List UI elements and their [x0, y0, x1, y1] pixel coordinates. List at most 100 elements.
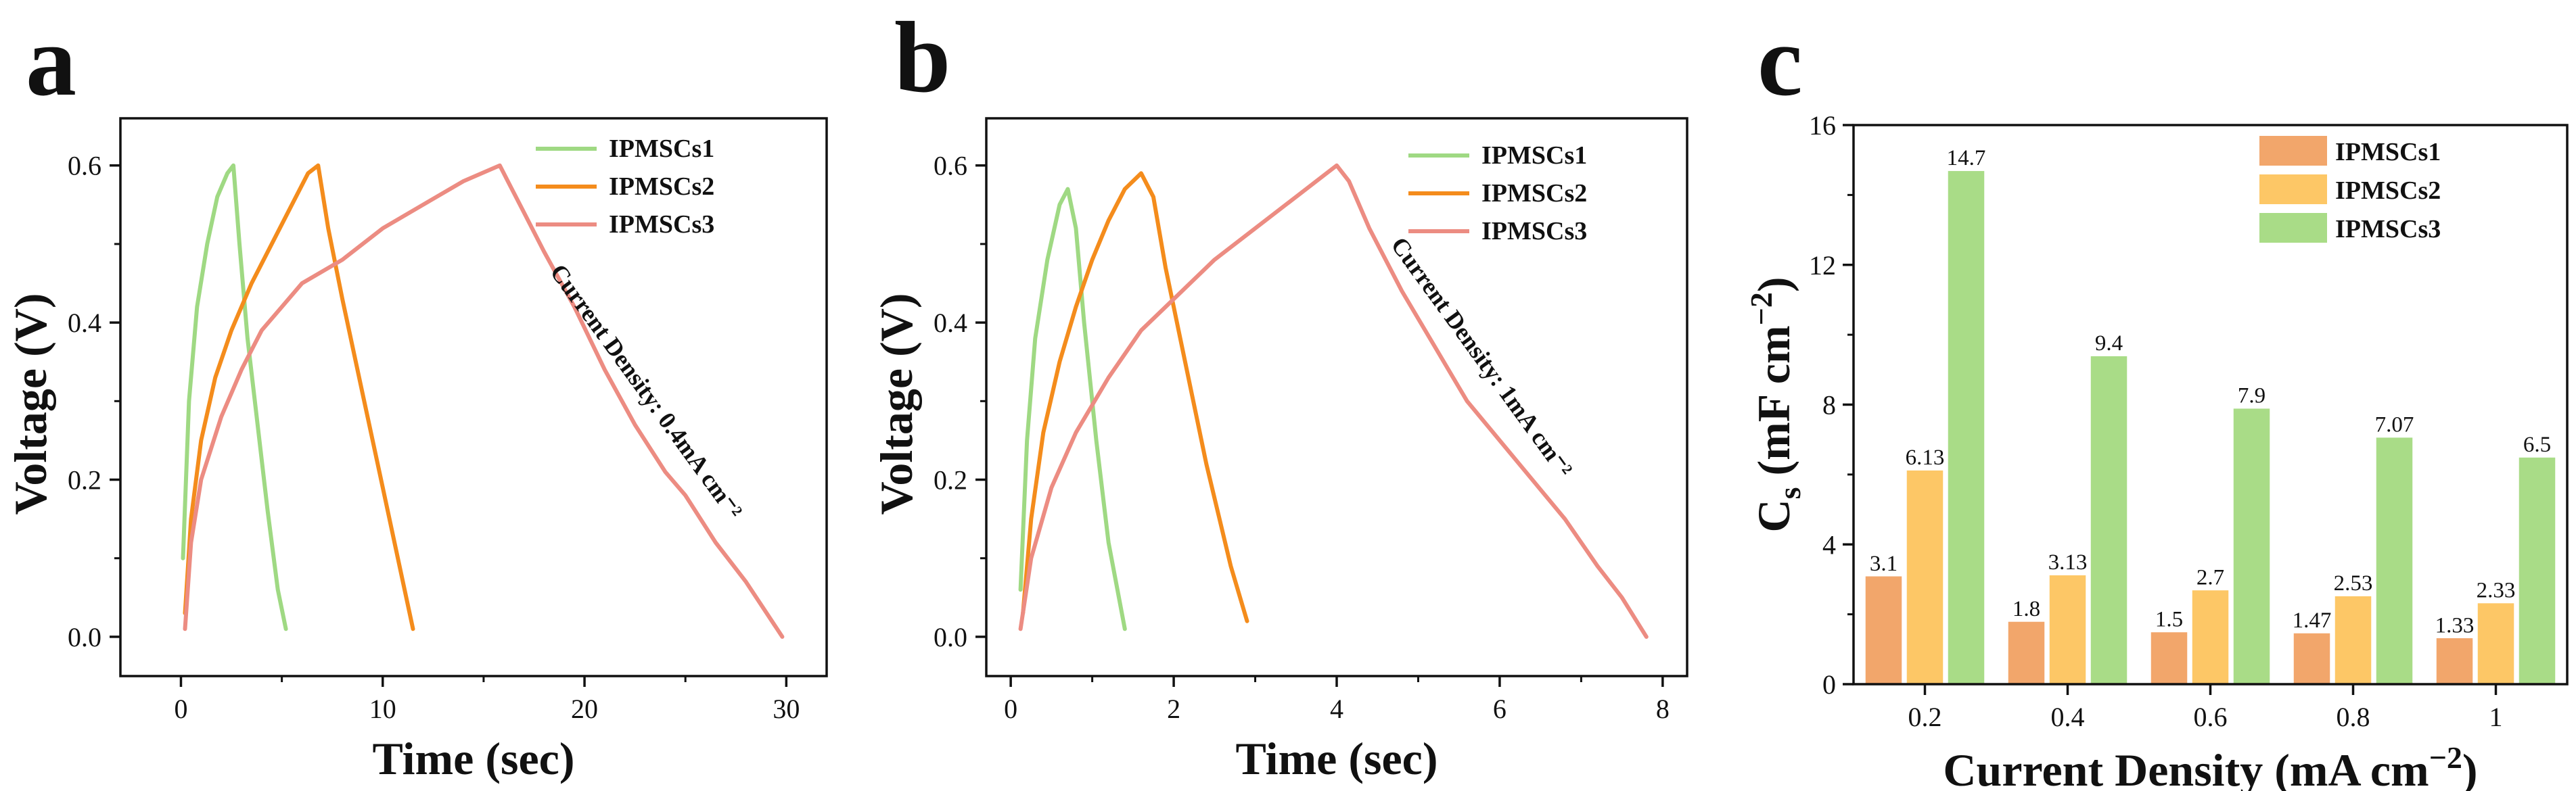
legend-label: IPMSCs1	[1481, 141, 1587, 170]
bar-ipmscs1-0.6	[2150, 631, 2188, 685]
panel-letter-c: c	[1757, 5, 1803, 117]
y-axis-title: Voltage (V)	[5, 293, 56, 515]
series-line-ipmscs2	[1021, 171, 1249, 623]
y-tick-label: 12	[1809, 250, 1836, 281]
bar-ipmscs2-0.4	[2048, 574, 2087, 685]
bar-value-label: 3.1	[1870, 552, 1898, 576]
y-axis-title-main: C	[1748, 499, 1799, 532]
bar-ipmscs1-0.8	[2293, 632, 2331, 685]
y-axis-title-sub: s	[1772, 487, 1807, 500]
x-axis-title: Time (sec)	[373, 733, 575, 784]
bar-ipmscs2-0.6	[2191, 589, 2230, 685]
bar-ipmscs3-1	[2518, 456, 2556, 685]
bar-ipmscs1-0.2	[1864, 575, 1903, 685]
bar-value-label: 3.13	[2048, 550, 2088, 575]
panel-a: 0 10 20 30 0.0 0.2 0.4 0.6 Time (sec) Voltage (V)…	[5, 135, 800, 784]
x-axis-title: Current Density (mA cm−2)	[1943, 740, 2477, 791]
x-tick-label: 30	[773, 694, 800, 724]
bar-value-label: 2.7	[2196, 565, 2224, 590]
current-density-annotation: Current Density: 0.4mA cm⁻²	[545, 259, 748, 524]
bar-ipmscs2-1	[2477, 602, 2515, 685]
x-tick-label: 0.4	[2051, 702, 2085, 732]
legend-label: IPMSCs2	[2335, 176, 2441, 205]
x-tick-label: 20	[571, 694, 598, 724]
legend-swatch	[2259, 136, 2327, 166]
x-tick-label: 0	[174, 694, 187, 724]
panel-a-plot-frame	[119, 117, 828, 677]
panel-letter-a: a	[26, 5, 76, 117]
y-axis-title-sup: −2	[1744, 292, 1778, 325]
bar-value-label: 1.5	[2155, 607, 2183, 631]
legend-swatch	[2259, 174, 2327, 204]
y-axis-title: Voltage (V)	[871, 293, 922, 515]
bar-ipmscs2-0.8	[2334, 595, 2372, 685]
panel-c: 0 4 8 12 16 0.2 3.1 6.13 14.7 0.4 1.8 3.13 9.4 0.6 1.5…	[1744, 110, 2556, 791]
y-tick-label: 0.2	[934, 465, 967, 496]
bar-value-label: 6.5	[2523, 433, 2551, 457]
x-tick-label: 0.8	[2337, 702, 2370, 732]
x-tick-label: 0	[1004, 694, 1017, 724]
bar-value-label: 9.4	[2095, 331, 2123, 356]
series-line-ipmscs1	[1018, 187, 1127, 631]
panel-b-plot-frame	[985, 117, 1688, 677]
y-tick-label: 16	[1809, 110, 1836, 141]
bar-value-label: 7.07	[2375, 413, 2414, 437]
y-tick-label: 0.4	[934, 308, 967, 338]
x-tick-label: 1	[2489, 702, 2503, 732]
y-tick-label: 0	[1822, 669, 1836, 700]
x-tick-label: 6	[1493, 694, 1506, 724]
bar-ipmscs3-0.8	[2375, 436, 2414, 685]
legend-label: IPMSCs2	[1481, 179, 1587, 208]
y-tick-label: 8	[1822, 390, 1836, 421]
legend-label: IPMSCs1	[609, 135, 714, 163]
x-tick-label: 0.2	[1908, 702, 1942, 732]
y-axis-title-close: )	[1748, 277, 1799, 292]
bar-ipmscs3-0.6	[2232, 407, 2271, 685]
series-line-ipmscs3	[1018, 163, 1649, 639]
y-tick-label: 0.6	[934, 151, 967, 181]
bar-value-label: 1.47	[2293, 608, 2332, 633]
panel-letter-b: b	[894, 1, 950, 114]
bar-value-label: 1.8	[2013, 597, 2040, 621]
x-axis-title-main: Current Density (mA cm	[1943, 744, 2429, 791]
y-tick-label: 0.2	[68, 465, 101, 496]
legend-label: IPMSCs3	[2335, 215, 2441, 243]
x-axis-title-close: )	[2462, 744, 2478, 791]
x-tick-label: 10	[369, 694, 396, 724]
legend-label: IPMSCs2	[609, 172, 714, 201]
x-tick-label: 2	[1167, 694, 1180, 724]
panel-c-plot-frame	[1852, 124, 2569, 686]
legend-label: IPMSCs3	[1481, 217, 1587, 245]
y-axis-title: Cs (mF cm−2)	[1744, 277, 1807, 532]
current-density-annotation: Current Density: 1mA cm⁻²	[1386, 232, 1578, 482]
bar-ipmscs1-1	[2435, 637, 2474, 685]
y-tick-label: 0.0	[934, 622, 967, 652]
bar-value-label: 2.33	[2477, 579, 2516, 603]
y-tick-label: 4	[1822, 529, 1836, 560]
bar-value-label: 6.13	[1906, 446, 1945, 470]
legend-label: IPMSCs3	[609, 210, 714, 239]
y-tick-label: 0.4	[68, 308, 101, 338]
bar-value-label: 1.33	[2435, 613, 2475, 638]
y-tick-label: 0.0	[68, 622, 101, 652]
series-line-ipmscs1	[181, 163, 288, 631]
y-axis-title-mid: (mF cm	[1748, 325, 1799, 487]
legend-swatch	[2259, 213, 2327, 243]
x-tick-label: 0.6	[2194, 702, 2228, 732]
series-line-ipmscs2	[183, 163, 415, 631]
bar-value-label: 2.53	[2334, 571, 2373, 596]
x-axis-title-sup: −2	[2429, 740, 2462, 775]
bar-ipmscs2-0.2	[1906, 469, 1944, 685]
x-tick-label: 8	[1656, 694, 1670, 724]
y-tick-label: 0.6	[68, 151, 101, 181]
series-line-ipmscs3	[183, 163, 785, 639]
panel-b: 0 2 4 6 8 0.0 0.2 0.4 0.6 Time (sec) Voltage (V) IP…	[871, 141, 1670, 784]
bar-ipmscs3-0.2	[1947, 170, 1985, 685]
bar-value-label: 7.9	[2238, 384, 2266, 408]
x-tick-label: 4	[1330, 694, 1343, 724]
bar-ipmscs1-0.4	[2007, 621, 2046, 685]
bar-ipmscs3-0.4	[2090, 355, 2128, 685]
bar-value-label: 14.7	[1947, 146, 1986, 170]
legend-label: IPMSCs1	[2335, 138, 2441, 166]
